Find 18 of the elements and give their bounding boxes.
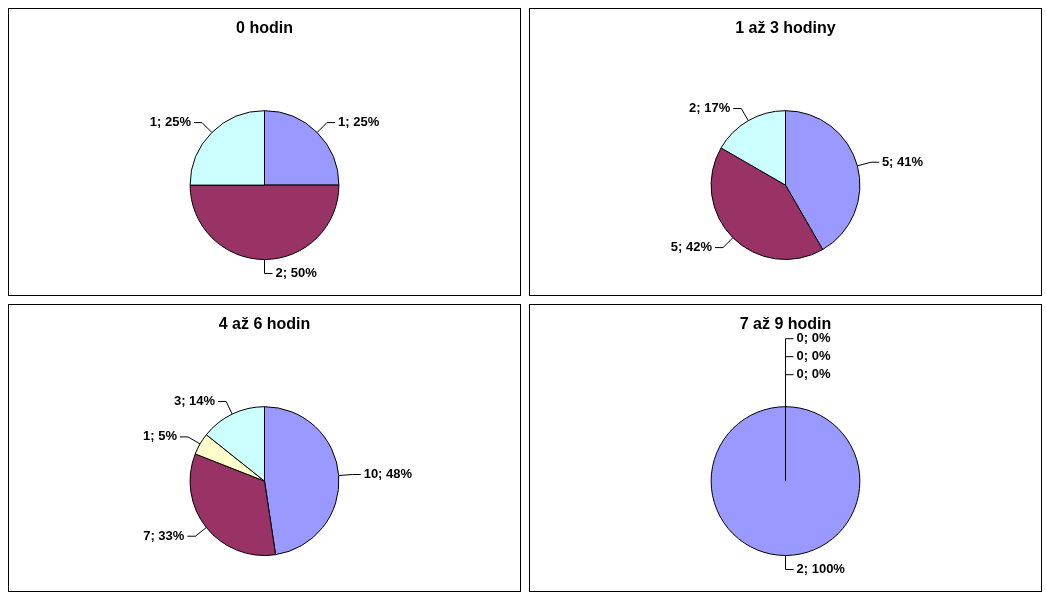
data-label: 1; 25%: [149, 114, 192, 130]
data-label: 2; 50%: [275, 265, 318, 281]
text: 0; 0%: [796, 330, 831, 346]
text: 0; 0%: [796, 366, 831, 382]
data-label: 5; 41%: [881, 153, 924, 169]
data-label: 10; 48%: [363, 466, 413, 482]
data-label: 1; 25%: [338, 114, 380, 130]
data-label: 3; 14%: [173, 393, 216, 409]
data-label: 2; 17%: [689, 100, 731, 116]
chart-title: 7 až 9 hodin: [739, 315, 832, 333]
chart-title: 0 hodin: [236, 19, 293, 37]
data-label: 5; 42%: [670, 239, 713, 255]
data-label: 2; 100%: [796, 561, 846, 577]
chart-title: 1 až 3 hodiny: [735, 19, 836, 37]
data-label: 7; 33%: [143, 527, 185, 543]
data-label: 1; 5%: [142, 428, 178, 444]
chart-title: 4 až 6 hodin: [218, 315, 311, 333]
text: 0; 0%: [796, 348, 831, 364]
